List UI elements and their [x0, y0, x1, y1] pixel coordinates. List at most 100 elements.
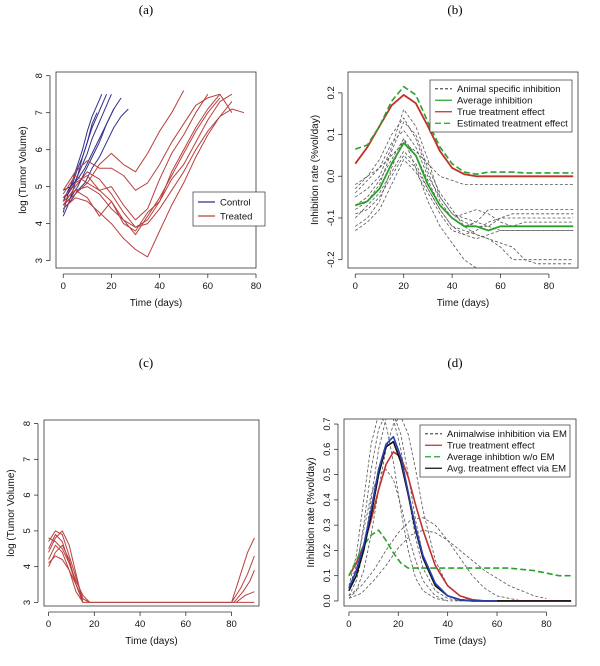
series-line — [235, 591, 255, 603]
series-line — [233, 570, 255, 603]
y-tick-label: 3 — [34, 258, 45, 263]
y-tick-label: 0.2 — [326, 86, 337, 99]
x-tick-label: 20 — [398, 281, 409, 292]
x-tick-label: 40 — [447, 281, 458, 292]
y-axis-title: Inhibition rate (%vol/day) — [306, 457, 317, 567]
chart-1: 0 20 40 60 80 3 4 5 6 7 8 Time (days) log (Tumor Vol… — [18, 71, 266, 309]
x-tick-label: 80 — [541, 619, 552, 630]
x-tick-label: 80 — [226, 619, 237, 630]
y-tick-label: 6 — [34, 147, 45, 152]
series-line — [348, 517, 522, 602]
x-tick-label: 20 — [393, 619, 404, 630]
y-tick-label: 5 — [34, 184, 45, 189]
x-axis-title: Time (days) — [125, 636, 177, 647]
x-tick-label: 0 — [61, 281, 66, 292]
series-line — [355, 121, 574, 261]
y-tick-label: 6 — [22, 492, 33, 497]
x-axis-title: Time (days) — [434, 636, 486, 647]
y-tick-label: 4 — [22, 564, 33, 569]
series-layer — [348, 419, 572, 602]
series-line — [355, 141, 574, 232]
chart-4: 0 20 40 60 80 0.0 0.1 0.2 0.3 0.4 0.5 0.6 0.7 Time (d… — [306, 417, 577, 647]
legend-label: Average inhibition — [457, 96, 532, 107]
series-line — [62, 93, 209, 221]
chart-2: 0 20 40 60 80 -0.2 -0.1 0.0 0.1 0.2 Time (days) Inh… — [310, 71, 579, 309]
series-line — [48, 555, 90, 603]
x-tick-label: 40 — [442, 619, 453, 630]
y-tick-label: 0.1 — [326, 128, 337, 141]
series-line — [48, 530, 84, 603]
x-tick-label: 40 — [154, 281, 165, 292]
x-axis-title: Time (days) — [130, 298, 182, 309]
series-line — [355, 129, 574, 231]
x-tick-label: 80 — [544, 281, 555, 292]
y-tick-label: 0.0 — [322, 594, 333, 607]
series-line — [62, 90, 185, 206]
y-tick-label: 0.7 — [322, 417, 333, 430]
series-layer — [354, 85, 574, 268]
plot-frame — [55, 71, 257, 269]
plot-frame — [343, 418, 577, 607]
legend: Control Treated — [192, 191, 266, 227]
x-tick-label: 20 — [89, 619, 100, 630]
series-line — [231, 555, 255, 603]
y-tick-label: 0.0 — [326, 170, 337, 183]
y-tick-label: -0.1 — [326, 210, 337, 226]
x-tick-label: 0 — [346, 619, 351, 630]
y-tick-label: -0.2 — [326, 251, 337, 267]
y-tick-label: 0.3 — [322, 519, 333, 532]
series-line — [62, 93, 221, 228]
series-line — [355, 142, 574, 186]
legend-label: Animal specific inhibition — [457, 84, 561, 95]
legend-label: Avg. treatment effect via EM — [447, 464, 566, 475]
series-line — [62, 93, 233, 191]
x-tick-label: 80 — [251, 281, 262, 292]
legend-box — [192, 191, 266, 227]
y-axis-title: log (Tumor Volume) — [6, 469, 17, 556]
x-tick-label: 60 — [181, 619, 192, 630]
y-tick-label: 8 — [22, 421, 33, 426]
legend-label: Treated — [220, 211, 252, 222]
x-tick-label: 60 — [492, 619, 503, 630]
x-tick-label: 40 — [135, 619, 146, 630]
x-tick-label: 0 — [353, 281, 358, 292]
x-tick-label: 20 — [106, 281, 117, 292]
y-tick-label: 0.2 — [322, 544, 333, 557]
series-line — [62, 93, 233, 232]
series-line — [62, 108, 129, 210]
y-tick-label: 0.5 — [322, 468, 333, 481]
legend-label: Average inhibtion w/o EM — [447, 452, 555, 463]
y-axis-title: log (Tumor Volume) — [18, 126, 29, 213]
y-tick-label: 3 — [22, 600, 33, 605]
series-line — [48, 537, 91, 603]
plot-frame — [347, 71, 579, 269]
series-line — [348, 529, 547, 599]
y-tick-label: 4 — [34, 221, 45, 226]
y-axis-title: Inhibition rate (%vol/day) — [310, 115, 321, 225]
legend-label: Control — [220, 197, 251, 208]
series-line — [348, 529, 572, 577]
series-line — [62, 97, 122, 191]
series-line — [348, 440, 572, 602]
y-tick-label: 5 — [22, 528, 33, 533]
y-tick-label: 0.6 — [322, 443, 333, 456]
panel-label-c: (c) — [139, 355, 153, 370]
series-line — [62, 112, 98, 217]
series-line — [62, 94, 112, 199]
series-line — [355, 154, 574, 265]
series-line — [348, 419, 448, 602]
series-line — [355, 109, 574, 227]
y-tick-label: 7 — [34, 110, 45, 115]
x-axis-title: Time (days) — [437, 298, 489, 309]
legend-label: True treatment effect — [447, 441, 535, 452]
chart-3: 0 20 40 60 80 3 4 5 6 7 8 Time (days) log (Tumor Vol… — [6, 419, 260, 647]
series-line — [354, 94, 574, 178]
series-line — [355, 159, 574, 240]
panel-label-a: (a) — [139, 2, 153, 17]
series-layer — [62, 90, 245, 258]
legend-box — [419, 424, 571, 478]
